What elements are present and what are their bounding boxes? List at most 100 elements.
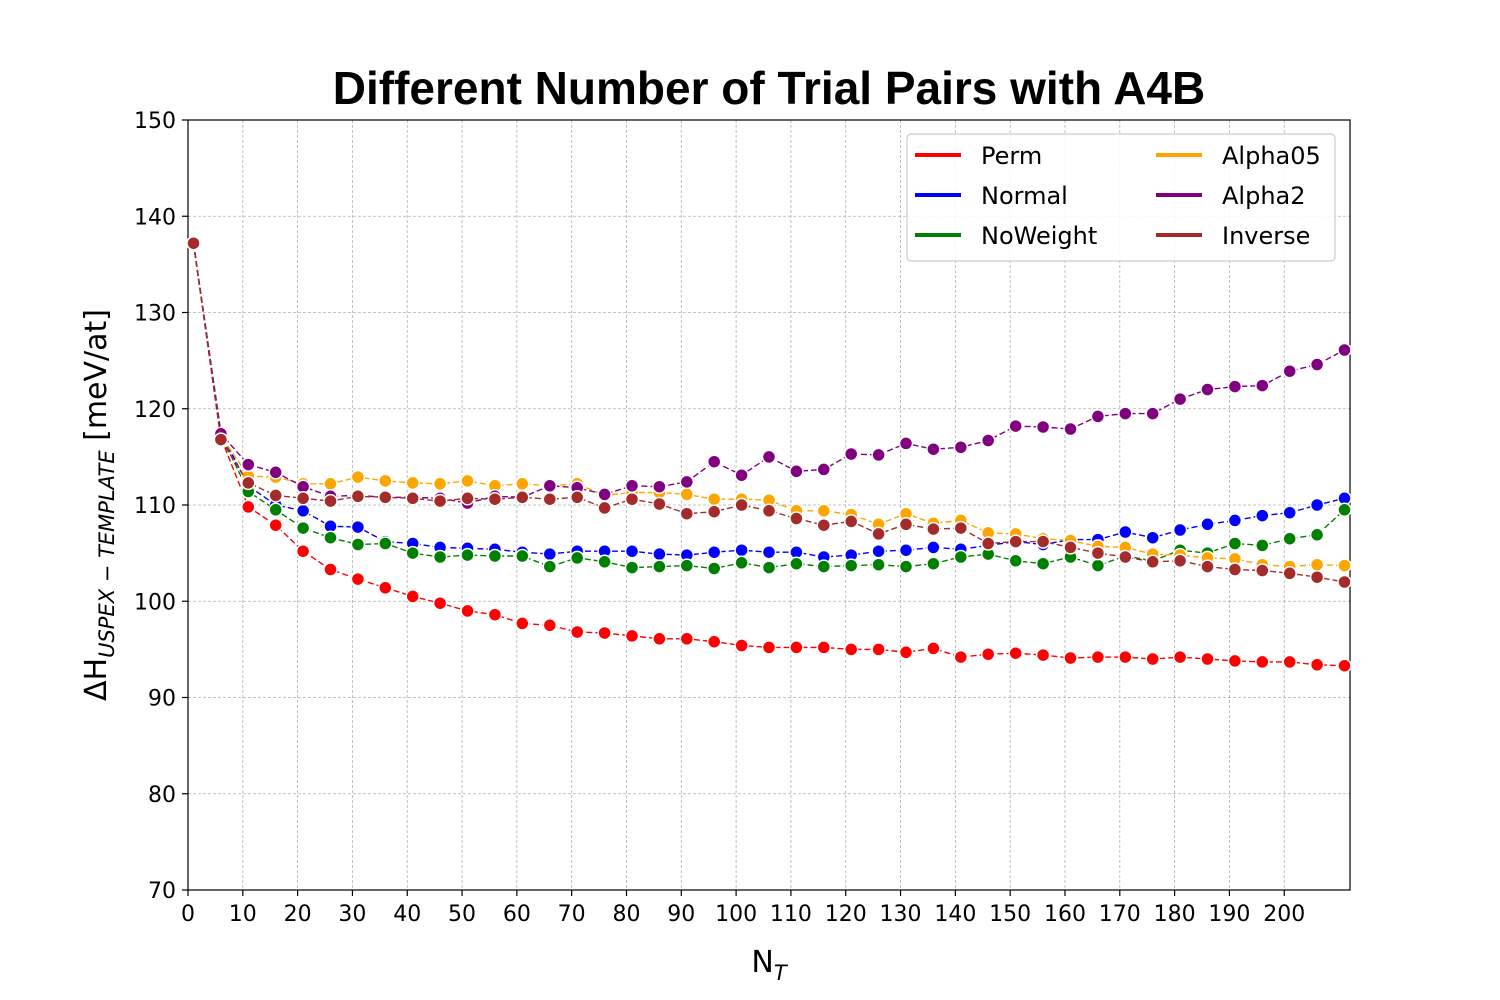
data-point-alpha2 — [241, 457, 256, 472]
data-point-perm — [569, 624, 585, 640]
data-point-inverse — [734, 497, 749, 513]
data-point-perm — [761, 640, 777, 655]
data-point-alpha2 — [1172, 391, 1188, 407]
data-point-noweight — [460, 547, 475, 563]
x-tick-label: 50 — [448, 902, 476, 927]
data-point-noweight — [432, 549, 448, 565]
data-point-inverse — [268, 488, 283, 503]
data-point-inverse — [1172, 553, 1188, 569]
data-point-alpha05 — [378, 473, 393, 489]
data-point-inverse — [378, 490, 393, 505]
data-point-perm — [432, 595, 448, 611]
data-point-noweight — [926, 556, 941, 571]
data-point-inverse — [761, 503, 777, 519]
data-point-inverse — [871, 526, 886, 542]
data-point-perm — [1090, 649, 1106, 665]
data-point-perm — [706, 634, 722, 649]
data-point-normal — [1172, 522, 1188, 538]
data-point-perm — [816, 640, 832, 655]
data-point-inverse — [295, 491, 311, 506]
data-point-noweight — [871, 557, 886, 572]
data-point-alpha2 — [761, 449, 777, 465]
data-point-normal — [1255, 508, 1270, 523]
data-point-alpha05 — [350, 469, 366, 485]
data-point-noweight — [843, 558, 859, 573]
data-point-inverse — [706, 504, 722, 519]
data-point-noweight — [679, 558, 695, 573]
data-point-alpha2 — [268, 465, 283, 480]
series-normal — [186, 235, 1352, 565]
legend: Perm Normal NoWeight Alpha05 Alpha2 Inverse — [906, 133, 1336, 262]
data-point-perm — [378, 580, 393, 596]
data-point-normal — [761, 544, 777, 560]
x-tick-label: 170 — [1099, 902, 1141, 927]
data-point-perm — [268, 517, 283, 533]
data-point-inverse — [1145, 554, 1160, 570]
series-line-noweight — [192, 243, 1345, 570]
data-point-perm — [1337, 658, 1352, 673]
data-point-alpha05 — [460, 473, 475, 489]
data-point-noweight — [734, 555, 749, 571]
data-point-perm — [515, 616, 530, 631]
data-point-noweight — [1282, 531, 1297, 546]
data-point-inverse — [597, 500, 612, 516]
x-tick-label: 110 — [770, 902, 812, 927]
data-point-inverse — [542, 491, 558, 507]
data-point-normal — [706, 544, 722, 560]
x-tick-label: 190 — [1208, 902, 1250, 927]
data-point-inverse — [213, 432, 229, 447]
x-tick-label: 60 — [503, 902, 531, 927]
data-point-alpha2 — [816, 462, 832, 477]
data-point-alpha2 — [980, 433, 996, 448]
data-point-perm — [1118, 649, 1133, 665]
data-point-inverse — [1118, 549, 1133, 565]
data-point-normal — [926, 540, 941, 555]
y-axis-label: ΔHUSPEX − TEMPLATE [meV/at] — [79, 309, 119, 701]
series-line-alpha05 — [192, 243, 1345, 568]
data-point-inverse — [898, 517, 914, 532]
x-tick-label: 150 — [989, 902, 1031, 927]
data-point-noweight — [487, 548, 503, 564]
data-point-alpha05 — [405, 475, 420, 491]
data-point-alpha05 — [1337, 558, 1352, 573]
series-alpha2 — [186, 235, 1352, 511]
y-tick-label: 140 — [134, 205, 176, 230]
x-tick-label: 0 — [181, 902, 195, 927]
data-point-inverse — [323, 493, 338, 509]
data-point-perm — [843, 642, 859, 657]
data-point-alpha2 — [1227, 379, 1243, 394]
x-tick-label: 120 — [825, 902, 867, 927]
data-point-alpha2 — [1035, 419, 1051, 435]
data-point-noweight — [1337, 502, 1352, 518]
data-point-alpha2 — [1090, 409, 1106, 424]
data-point-perm — [1255, 654, 1270, 670]
data-point-noweight — [761, 560, 777, 575]
x-tick-label: 20 — [284, 902, 312, 927]
data-point-normal — [652, 546, 667, 562]
data-point-perm — [652, 631, 667, 647]
data-point-perm — [460, 603, 475, 619]
data-point-perm — [1172, 649, 1188, 665]
data-point-alpha2 — [1309, 357, 1325, 372]
legend-label-perm: Perm — [981, 142, 1042, 170]
data-point-perm — [1035, 647, 1051, 663]
data-point-perm — [1145, 651, 1160, 667]
data-point-inverse — [432, 493, 448, 509]
data-point-inverse — [1008, 534, 1023, 549]
data-point-alpha2 — [953, 440, 969, 455]
data-point-alpha05 — [515, 476, 530, 492]
data-point-inverse — [816, 517, 832, 533]
data-point-perm — [487, 607, 503, 622]
data-point-alpha05 — [816, 503, 832, 519]
data-point-noweight — [816, 559, 832, 574]
data-point-perm — [789, 640, 804, 655]
data-point-perm — [1063, 650, 1078, 666]
data-point-alpha2 — [1145, 406, 1160, 421]
data-point-noweight — [1090, 558, 1106, 573]
data-point-perm — [1309, 657, 1325, 673]
data-point-alpha2 — [706, 454, 722, 469]
x-tick-label: 130 — [880, 902, 922, 927]
data-point-alpha05 — [432, 476, 448, 492]
data-point-inverse — [241, 475, 256, 491]
